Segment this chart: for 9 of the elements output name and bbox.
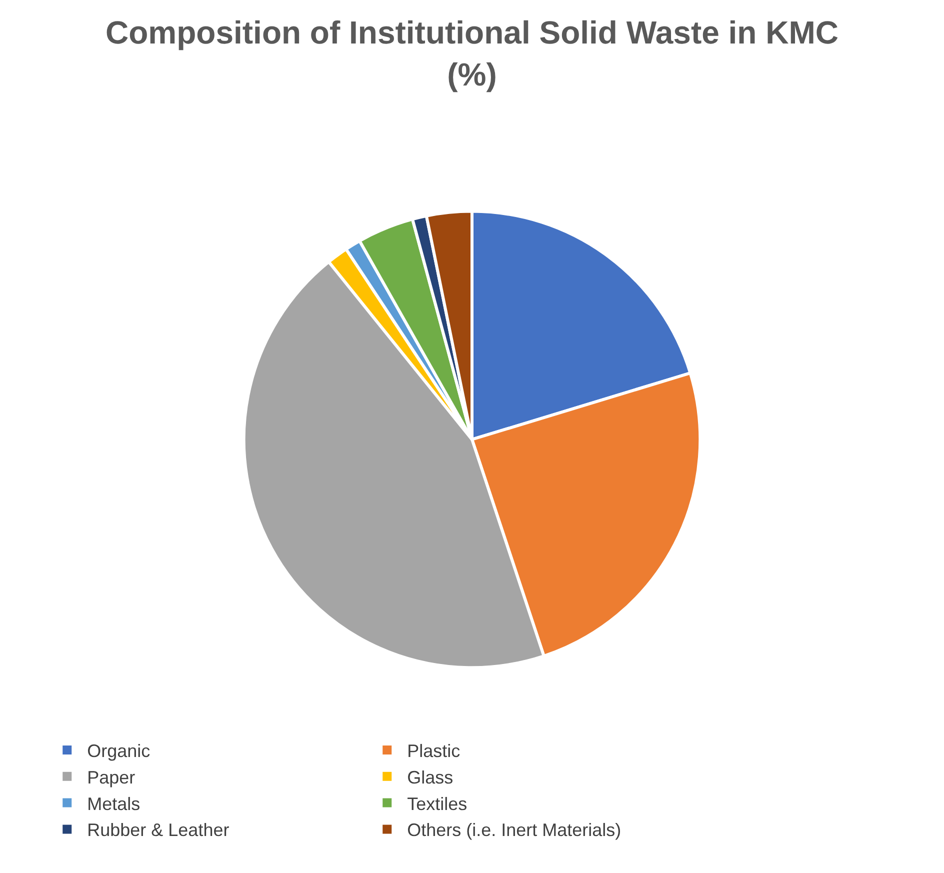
- legend-label: Plastic: [407, 741, 460, 762]
- legend-label: Others (i.e. Inert Materials): [407, 820, 622, 840]
- chart-title: Composition of Institutional Solid Waste in KMC (%): [106, 14, 838, 92]
- legend-label: Rubber & Leather: [87, 820, 230, 840]
- legend-label: Glass: [407, 767, 454, 788]
- legend-label: Metals: [87, 794, 140, 814]
- legend-label: Organic: [87, 741, 150, 762]
- legend-label: Textiles: [407, 794, 468, 814]
- legend-label: Paper: [87, 767, 136, 788]
